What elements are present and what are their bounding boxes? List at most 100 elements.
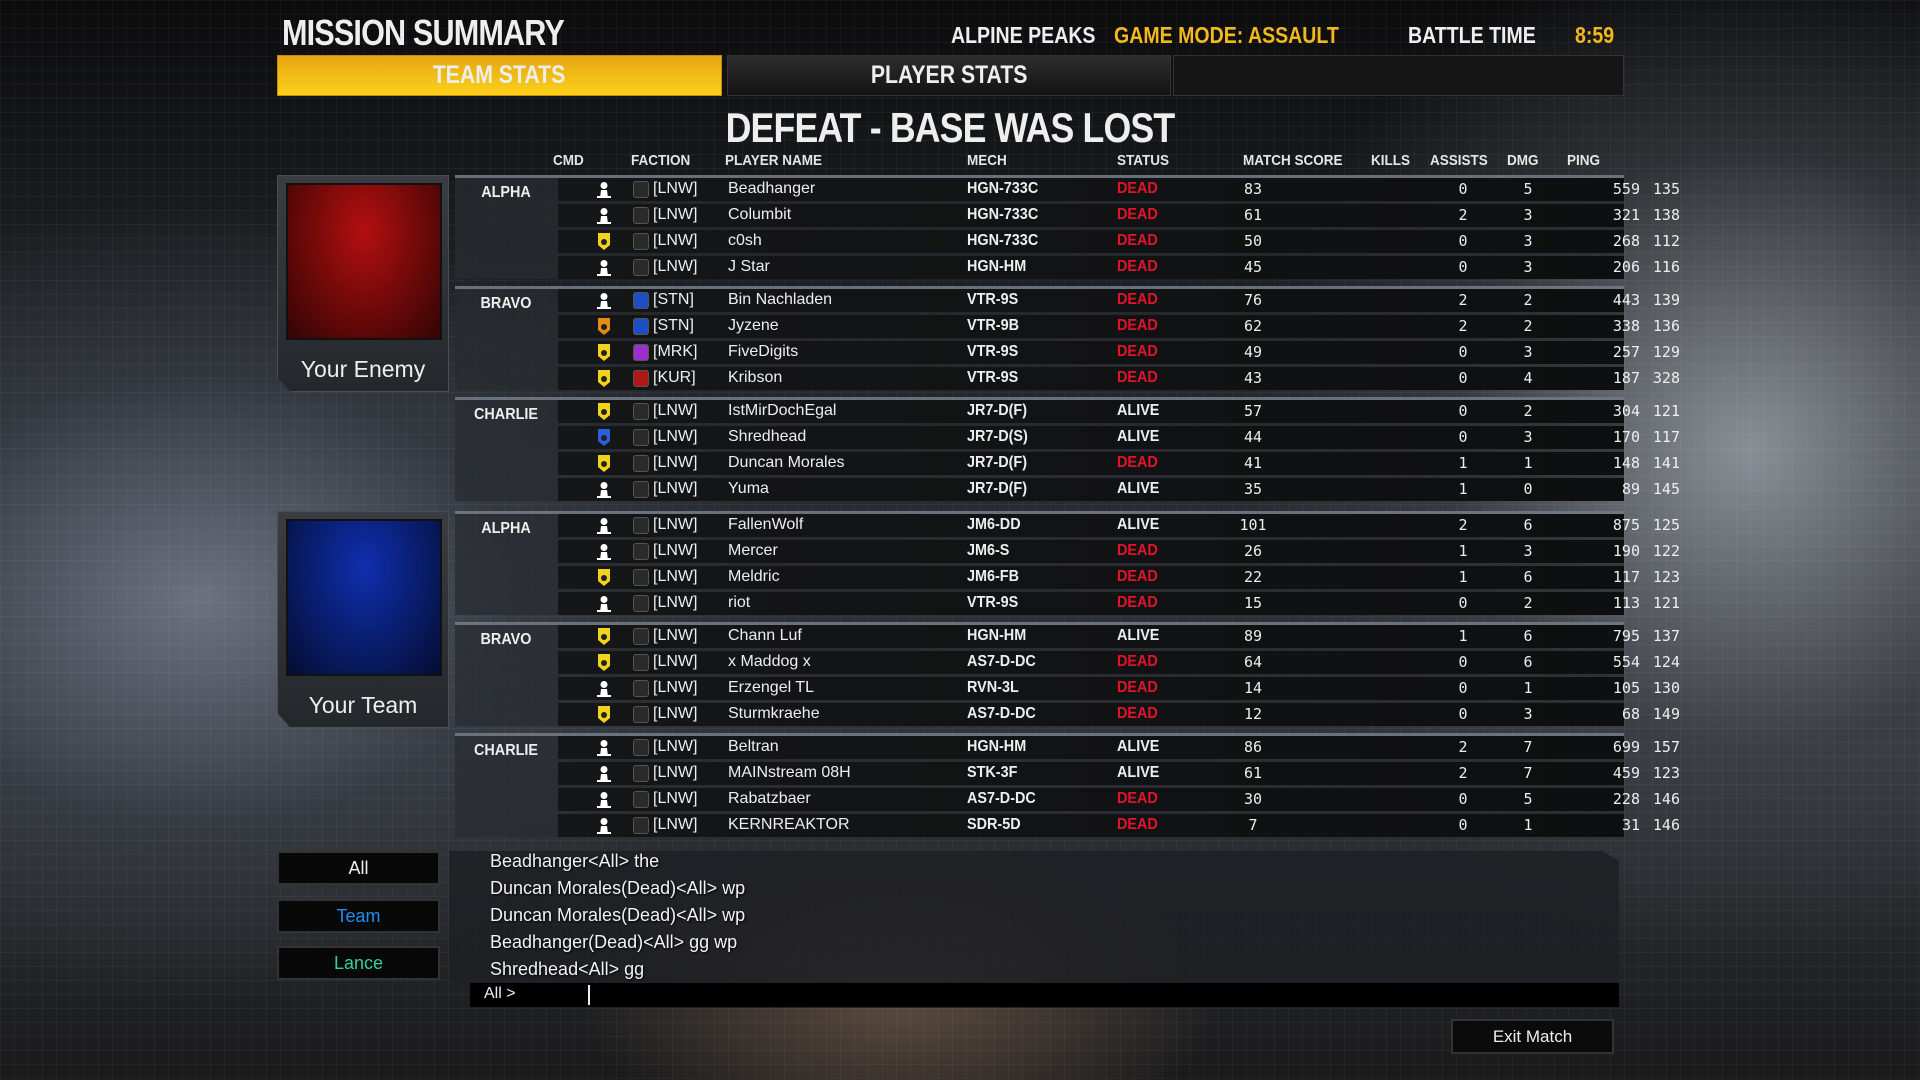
col-cmd: CMD [553,152,584,169]
player-row[interactable]: [MRK] FiveDigits VTR-9S DEAD 49 0 3 257 129 [558,341,1680,364]
player-name: KERNREAKTOR [728,816,850,833]
stat-ping: 122 [1652,542,1680,560]
player-name: c0sh [728,232,762,249]
stat-kills: 2 [1458,291,1468,309]
map-name: ALPINE PEAKS [951,22,1096,48]
stat-kills: 0 [1458,258,1468,276]
faction-tag: [LNW] [653,790,698,807]
mech: AS7-D-DC [967,790,1036,807]
stat-kills: 2 [1458,764,1468,782]
stat-assists: 3 [1523,428,1533,446]
stat-kills: 1 [1458,480,1468,498]
player-row[interactable]: [LNW] Duncan Morales JR7-D(F) DEAD 41 1 1 148 14… [558,452,1680,475]
stat-dmg: 699 [1612,738,1640,756]
tab-bar-filler [1173,55,1624,96]
status: DEAD [1117,816,1158,833]
player-row[interactable]: [STN] Jyzene VTR-9B DEAD 62 2 2 338 136 [558,315,1680,338]
player-row[interactable]: [LNW] FallenWolf JM6-DD ALIVE 101 2 6 875 125 [558,514,1680,537]
chat-message: Duncan Morales(Dead)<All> wp [490,878,746,898]
stat-score: 61 [1243,764,1263,782]
player-row[interactable]: [LNW] MAINstream 08H STK-3F ALIVE 61 2 7 459 123 [558,762,1680,785]
stat-kills: 0 [1458,653,1468,671]
player-row[interactable]: [LNW] Yuma JR7-D(F) ALIVE 35 1 0 89 145 [558,478,1680,501]
team-flag [286,519,442,676]
stat-assists: 2 [1523,594,1533,612]
player-name: Rabatzbaer [728,790,811,807]
battle-time: 8:59 [1575,22,1615,48]
stat-ping: 123 [1652,764,1680,782]
mech: SDR-5D [967,816,1021,833]
chat-channel-lance[interactable]: Lance [277,946,440,980]
chat-channel-team[interactable]: Team [277,899,440,933]
pilot-icon [597,292,611,309]
faction-tag: [LNW] [653,402,698,419]
player-row[interactable]: [LNW] Mercer JM6-S DEAD 26 1 3 190 122 [558,540,1680,563]
tab-team-stats[interactable]: TEAM STATS [277,55,722,96]
stat-assists: 7 [1523,764,1533,782]
commander-badge-icon [597,344,611,361]
stat-kills: 2 [1458,516,1468,534]
team-label: Your Enemy [300,356,426,382]
stat-dmg: 148 [1612,454,1640,472]
faction-emblem-icon [633,628,649,645]
player-row[interactable]: [STN] Bin Nachladen VTR-9S DEAD 76 2 2 443 139 [558,289,1680,312]
status: DEAD [1117,180,1158,197]
status: ALIVE [1117,516,1160,533]
stat-kills: 0 [1458,180,1468,198]
faction-tag: [LNW] [653,679,698,696]
faction-tag: [STN] [653,291,694,308]
status: DEAD [1117,790,1158,807]
player-name: Beltran [728,738,779,755]
mech: VTR-9S [967,291,1019,308]
player-row[interactable]: [LNW] KERNREAKTOR SDR-5D DEAD 7 0 1 31 146 [558,814,1680,837]
faction-emblem-icon [633,181,649,198]
status: DEAD [1117,206,1158,223]
pilot-icon [597,181,611,198]
col-kills: KILLS [1371,152,1411,169]
player-row[interactable]: [LNW] IstMirDochEgal JR7-D(F) ALIVE 57 0 2 304 1… [558,400,1680,423]
player-row[interactable]: [LNW] Sturmkraehe AS7-D-DC DEAD 12 0 3 68 149 [558,703,1680,726]
stat-score: 44 [1243,428,1263,446]
stat-score: 49 [1243,343,1263,361]
tab-player-stats[interactable]: PLAYER STATS [727,55,1171,96]
chat-channel-all[interactable]: All [277,851,440,885]
col-ping: PING [1567,152,1601,169]
player-row[interactable]: [LNW] riot VTR-9S DEAD 15 0 2 113 121 [558,592,1680,615]
player-row[interactable]: [LNW] Meldric JM6-FB DEAD 22 1 6 117 123 [558,566,1680,589]
player-row[interactable]: [LNW] Erzengel TL RVN-3L DEAD 14 0 1 105 130 [558,677,1680,700]
faction-tag: [LNW] [653,764,698,781]
col-dmg: DMG [1507,152,1539,169]
stat-kills: 0 [1458,679,1468,697]
stat-kills: 2 [1458,206,1468,224]
stat-assists: 2 [1523,317,1533,335]
player-row[interactable]: [LNW] Beadhanger HGN-733C DEAD 83 0 5 559 135 [558,178,1680,201]
player-row[interactable]: [LNW] Chann Luf HGN-HM ALIVE 89 1 6 795 137 [558,625,1680,648]
status: DEAD [1117,568,1158,585]
player-row[interactable]: [LNW] Rabatzbaer AS7-D-DC DEAD 30 0 5 228 146 [558,788,1680,811]
team-flag [286,183,442,340]
status: DEAD [1117,291,1158,308]
player-row[interactable]: [KUR] Kribson VTR-9S DEAD 43 0 4 187 328 [558,367,1680,390]
player-row[interactable]: [LNW] x Maddog x AS7-D-DC DEAD 64 0 6 554 124 [558,651,1680,674]
player-row[interactable]: [LNW] c0sh HGN-733C DEAD 50 0 3 268 112 [558,230,1680,253]
player-name: IstMirDochEgal [728,402,837,419]
chat-input[interactable]: All > [470,983,1619,1007]
player-row[interactable]: [LNW] Shredhead JR7-D(S) ALIVE 44 0 3 170 117 [558,426,1680,449]
stat-dmg: 321 [1612,206,1640,224]
stat-assists: 3 [1523,232,1533,250]
stat-dmg: 257 [1612,343,1640,361]
chat-panel [449,851,1619,1008]
pilot-icon [597,817,611,834]
lance-label: BRAVO [480,631,532,648]
commander-badge-icon [597,318,611,335]
player-row[interactable]: [LNW] Columbit HGN-733C DEAD 61 2 3 321 138 [558,204,1680,227]
stat-score: 83 [1243,180,1263,198]
stat-ping: 146 [1652,790,1680,808]
stat-assists: 0 [1523,480,1533,498]
player-row[interactable]: [LNW] J Star HGN-HM DEAD 45 0 3 206 116 [558,256,1680,279]
stat-dmg: 559 [1612,180,1640,198]
stat-dmg: 113 [1612,594,1640,612]
player-row[interactable]: [LNW] Beltran HGN-HM ALIVE 86 2 7 699 157 [558,736,1680,759]
exit-match-button[interactable]: Exit Match [1451,1019,1614,1054]
faction-emblem-icon [633,259,649,276]
